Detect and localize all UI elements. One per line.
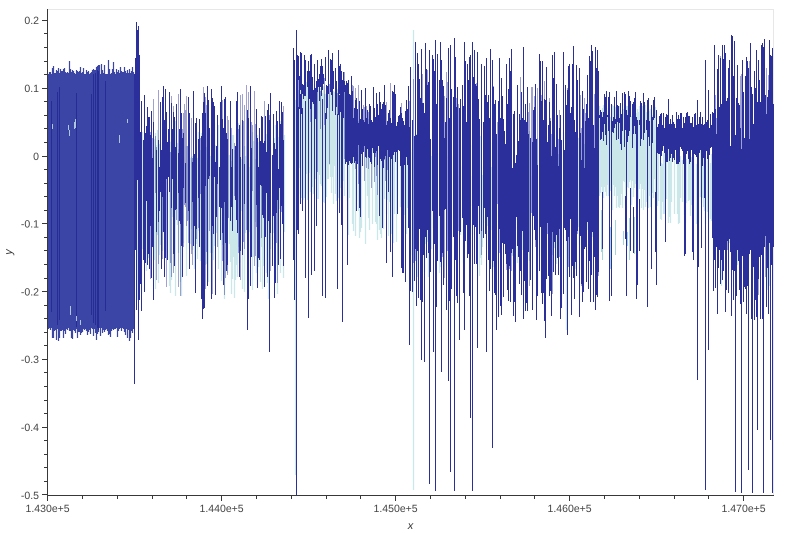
svg-text:1.430e+5: 1.430e+5 [26, 503, 70, 515]
svg-text:-0.5: -0.5 [21, 490, 39, 502]
svg-text:-0.1: -0.1 [21, 219, 39, 231]
svg-text:x: x [407, 520, 414, 532]
svg-text:1.460e+5: 1.460e+5 [548, 503, 592, 515]
svg-text:1.450e+5: 1.450e+5 [374, 503, 418, 515]
svg-text:0.2: 0.2 [24, 15, 39, 27]
svg-text:y: y [3, 248, 15, 256]
svg-text:1.440e+5: 1.440e+5 [200, 503, 244, 515]
svg-text:0: 0 [33, 151, 39, 163]
svg-text:-0.4: -0.4 [21, 422, 39, 434]
svg-text:-0.3: -0.3 [21, 354, 39, 366]
svg-text:0.1: 0.1 [24, 83, 39, 95]
svg-text:-0.2: -0.2 [21, 286, 39, 298]
svg-text:1.470e+5: 1.470e+5 [722, 503, 766, 515]
